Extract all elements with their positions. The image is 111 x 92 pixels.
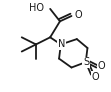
Text: HO: HO bbox=[29, 3, 44, 13]
Text: O: O bbox=[92, 72, 100, 82]
Text: O: O bbox=[98, 61, 105, 71]
Text: O: O bbox=[74, 10, 82, 20]
Text: N: N bbox=[58, 39, 65, 49]
Text: S: S bbox=[83, 57, 89, 67]
